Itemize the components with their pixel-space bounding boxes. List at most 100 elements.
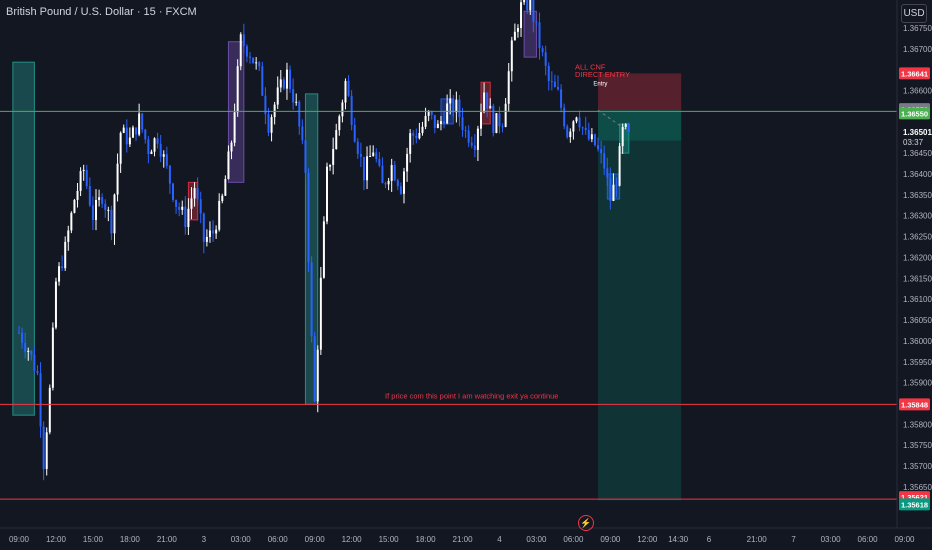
candle	[135, 127, 138, 141]
candle	[119, 131, 122, 173]
candle-body	[110, 209, 113, 234]
candle-body	[289, 69, 292, 90]
candle	[572, 120, 575, 140]
candle-body	[387, 180, 390, 185]
y-tick-label: 1.36050	[903, 316, 932, 325]
candle	[483, 82, 486, 114]
candle	[304, 133, 307, 180]
price-label[interactable]: 1.36550	[899, 107, 930, 120]
candle-body	[18, 332, 20, 334]
candle	[202, 212, 205, 254]
candle	[520, 0, 523, 37]
stop-loss-zone[interactable]	[598, 73, 682, 111]
candle	[418, 122, 421, 140]
candle-body	[399, 186, 402, 194]
currency-button[interactable]: USD	[901, 4, 927, 23]
candle-body	[578, 117, 581, 128]
candle-body	[175, 199, 178, 207]
candle-body	[273, 104, 276, 118]
candle-body	[436, 123, 439, 128]
x-tick-label: 15:00	[379, 535, 400, 544]
candle-body	[218, 200, 221, 230]
candle-body	[541, 48, 544, 53]
candle-body	[618, 146, 621, 186]
candle	[433, 114, 436, 134]
candle	[504, 97, 507, 128]
candle-body	[523, 0, 526, 3]
candle-body	[406, 153, 409, 172]
candle-body	[101, 197, 104, 204]
candle	[526, 0, 529, 14]
candle-body	[329, 164, 332, 167]
candle	[532, 0, 535, 33]
x-tick-label: 14:30	[668, 535, 689, 544]
candle	[421, 121, 424, 136]
candle	[292, 78, 295, 110]
candle-body	[550, 81, 553, 83]
price-label-text: 1.36550	[901, 109, 928, 118]
x-tick-label: 4	[497, 535, 502, 544]
candle-body	[319, 277, 322, 350]
x-tick-label: 12:00	[637, 535, 658, 544]
candle-body	[91, 205, 94, 221]
candle-body	[470, 142, 473, 146]
candle-body	[205, 236, 208, 242]
candle	[48, 384, 51, 435]
candle	[455, 91, 458, 123]
candle-body	[27, 350, 30, 352]
candle	[258, 61, 261, 72]
candle-body	[627, 124, 630, 132]
candle	[464, 126, 467, 138]
candle	[560, 84, 563, 113]
candle	[406, 147, 409, 182]
chart-annotation[interactable]: DIRECT ENTRY	[575, 70, 630, 79]
candle-body	[359, 153, 362, 157]
candle-body	[322, 221, 325, 278]
candle	[597, 137, 600, 152]
take-profit-zone[interactable]	[598, 110, 682, 501]
candle	[21, 327, 24, 349]
x-tick-label: 03:00	[231, 535, 252, 544]
candle-body	[187, 208, 190, 228]
candle-body	[424, 115, 427, 127]
candle	[184, 196, 187, 235]
candle	[600, 140, 603, 164]
candle	[249, 51, 251, 64]
candle-body	[489, 105, 492, 109]
candle	[612, 173, 615, 202]
candle	[199, 191, 202, 224]
candle	[310, 256, 313, 343]
candle-body	[58, 266, 61, 282]
candle-body	[569, 131, 572, 138]
candle-body	[261, 66, 264, 96]
bolt-icon[interactable]: ⚡	[578, 515, 594, 531]
candle	[615, 177, 618, 198]
candle-body	[190, 198, 193, 209]
symbol-title[interactable]: British Pound / U.S. Dollar · 15 · FXCM	[6, 6, 197, 18]
candle-body	[455, 99, 458, 113]
price-label[interactable]: 1.35848	[899, 398, 930, 411]
candle-body	[215, 229, 218, 234]
candle-body	[131, 127, 134, 138]
candle	[516, 24, 519, 38]
y-tick-label: 1.36750	[903, 24, 932, 33]
candle	[538, 12, 541, 60]
candle	[369, 145, 372, 157]
y-tick-label: 1.36600	[903, 87, 932, 96]
x-tick-label: 6	[707, 535, 712, 544]
chart-annotation[interactable]: ALL CNF	[575, 63, 606, 72]
candle	[295, 93, 298, 106]
candle-body	[464, 130, 467, 132]
price-label[interactable]: 1.36641	[899, 67, 930, 80]
candle-body	[415, 135, 418, 139]
candle	[587, 122, 590, 141]
price-label-bg	[899, 498, 930, 511]
price-label[interactable]: 1.35618	[899, 498, 930, 511]
candle	[42, 421, 45, 481]
chart-annotation[interactable]: If price com this point I am watching ex…	[385, 391, 558, 400]
candle-body	[396, 180, 399, 187]
candle-body	[48, 387, 51, 433]
candle	[544, 45, 547, 76]
candle	[566, 124, 569, 139]
